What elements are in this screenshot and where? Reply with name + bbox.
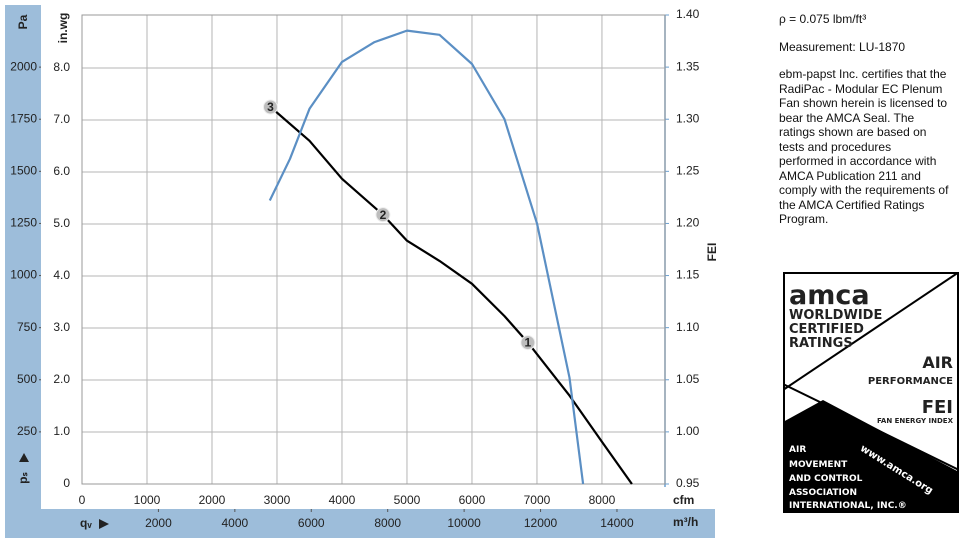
logo-text: AND CONTROL — [789, 474, 863, 484]
point-marker — [375, 207, 391, 223]
point-marker — [262, 99, 278, 115]
logo-diagonal — [783, 272, 959, 391]
logo-text: ASSOCIATION — [789, 488, 857, 498]
y3-tick-label: 500 — [17, 372, 37, 386]
arrow — [19, 453, 29, 462]
x2-tick-label: 12000 — [524, 516, 558, 530]
series-line — [269, 106, 633, 485]
y-tick-label: 5.0 — [53, 216, 70, 230]
pa-axis-label: Pa — [16, 14, 30, 29]
measurement: Measurement: LU-1870 — [779, 39, 906, 54]
density: ρ = 0.075 lbm/ft³ — [779, 12, 867, 26]
y-tick-label: 3.0 — [53, 320, 70, 334]
y2-tick-label: 1.40 — [676, 7, 700, 21]
y3-tick-label: 2000 — [10, 59, 37, 73]
y2-tick-label: 1.10 — [676, 320, 700, 334]
x-tick-label: 3000 — [264, 493, 291, 507]
x2-tick-label: 2000 — [145, 516, 172, 530]
logo-text: AIR — [922, 353, 953, 372]
y-tick-label: 0 — [63, 476, 70, 490]
x2-tick-label: 10000 — [447, 516, 481, 530]
point-label: 3 — [267, 100, 274, 114]
amca-logo: amca WORLDWIDE CERTIFIED RATINGS AIR PER… — [783, 272, 959, 513]
x-tick-label: 4000 — [329, 493, 356, 507]
side-panel: ρ = 0.075 lbm/ft³ Measurement: LU-1870 e… — [779, 12, 949, 240]
y2-tick-label: 1.35 — [676, 59, 700, 73]
x-tick-label: 0 — [79, 493, 86, 507]
x-tick-label: 5000 — [394, 493, 421, 507]
logo-text: WORLDWIDE — [789, 308, 882, 323]
x2-tick-label: 14000 — [600, 516, 634, 530]
x-tick-label: 1000 — [134, 493, 161, 507]
fei-axis-label: FEI — [705, 243, 719, 262]
y-tick-label: 4.0 — [53, 268, 70, 282]
logo-text: AIR — [789, 445, 806, 455]
y3-tick-label: 1750 — [10, 111, 37, 125]
y2-tick-label: 1.00 — [676, 424, 700, 438]
y2-tick-label: 1.25 — [676, 164, 700, 178]
m3h-label: m³/h — [673, 515, 698, 529]
y-tick-label: 7.0 — [53, 112, 70, 126]
logo-text: PERFORMANCE — [868, 376, 953, 387]
point-marker — [520, 335, 536, 351]
x-axis-title: qᵥ — [80, 516, 92, 530]
y3-tick-label: 1250 — [10, 216, 37, 230]
y2-tick-label: 1.20 — [676, 216, 700, 230]
x2-tick-label: 8000 — [374, 516, 401, 530]
y3-tick-label: 1500 — [10, 164, 37, 178]
x-tick-label: 6000 — [459, 493, 486, 507]
y2-tick-label: 0.95 — [676, 476, 700, 490]
logo-text: INTERNATIONAL, INC.® — [789, 501, 907, 511]
logo-text: FEI — [922, 397, 953, 418]
y2-tick-label: 1.15 — [676, 268, 700, 282]
x-tick-label: 8000 — [589, 493, 616, 507]
statement: ebm-papst Inc. certifies that the RadiPa… — [779, 67, 949, 226]
cfm-label: cfm — [673, 493, 694, 507]
y-tick-label: 1.0 — [53, 424, 70, 438]
logo-brand: amca — [789, 280, 870, 311]
y3-tick-label: 250 — [17, 424, 37, 438]
x-tick-label: 2000 — [199, 493, 226, 507]
arrow — [99, 519, 109, 529]
y3-tick-label: 1000 — [10, 268, 37, 282]
point-label: 2 — [380, 208, 387, 222]
x2-tick-label: 4000 — [221, 516, 248, 530]
plot-frame — [81, 14, 666, 485]
logo-text: FAN ENERGY INDEX — [877, 417, 954, 425]
point-label: 1 — [525, 336, 532, 350]
y-tick-label: 8.0 — [53, 60, 70, 74]
pa-band — [5, 5, 41, 538]
x-tick-label: 7000 — [524, 493, 551, 507]
logo-text: MOVEMENT — [789, 460, 848, 470]
y3-tick-label: 750 — [17, 320, 37, 334]
logo-text: CERTIFIED — [789, 322, 864, 337]
inwg-axis-label: in.wg — [56, 13, 70, 44]
series-line — [268, 29, 585, 485]
y-tick-label: 6.0 — [53, 164, 70, 178]
chart: Pa in.wg FEI pₛ cfm m³/h qᵥ 0 1000 2000 300… — [5, 5, 719, 538]
y2-tick-label: 1.05 — [676, 372, 700, 386]
logo-dark — [783, 400, 959, 513]
y-axis-title: pₛ — [16, 472, 30, 484]
logo-text: RATINGS — [789, 336, 853, 351]
y2-tick-label: 1.30 — [676, 111, 700, 125]
y-tick-label: 2.0 — [53, 372, 70, 386]
m3h-band — [5, 509, 715, 538]
logo-diagonal — [783, 383, 959, 471]
x2-tick-label: 6000 — [298, 516, 325, 530]
